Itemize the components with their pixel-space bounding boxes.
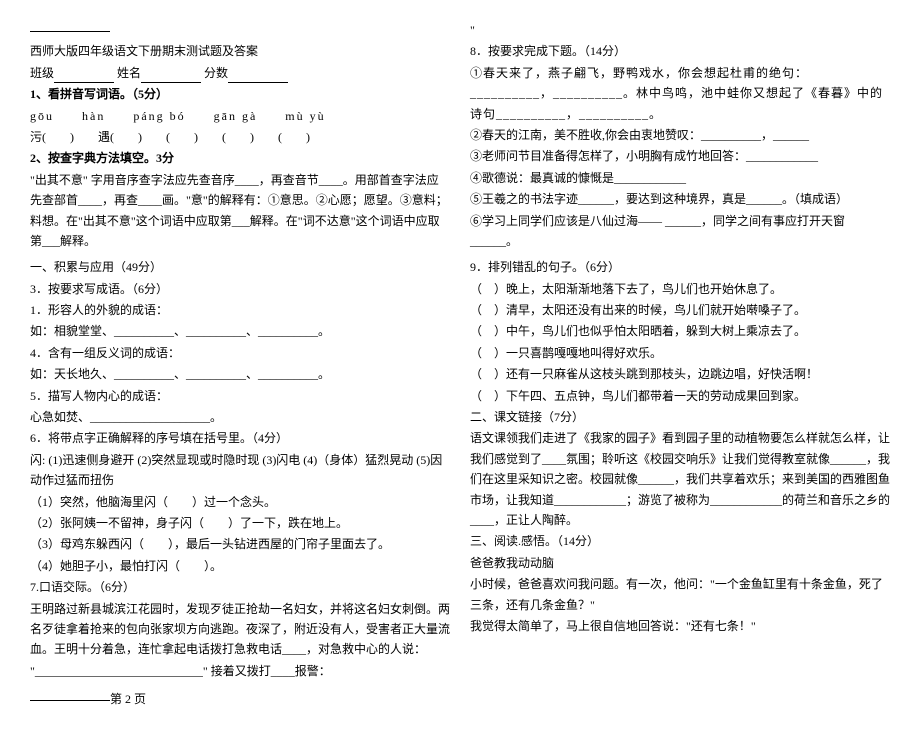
q1-title: 1、看拼音写词语。（5分）	[30, 84, 450, 104]
story-1: 小时候，爸爸喜欢问我问题。有一次，他问："一个金鱼缸里有十条金鱼，死了三条，还有…	[470, 574, 890, 615]
q3-5: 5．描写人物内心的成语：	[30, 386, 450, 406]
q8-6: ⑥学习上同学们应该是八仙过海—— ______，同学之间有事应打开天窗_____…	[470, 211, 890, 252]
q6-def: 闪: (1)迅速侧身避开 (2)突然显现或时隐时现 (3)闪电 (4)（身体）猛…	[30, 450, 450, 491]
q8-2: ②春天的江南，美不胜收,你会由衷地赞叹：__________，______	[470, 125, 890, 145]
story-2: 我觉得太简单了，马上很自信地回答说："还有七条！"	[470, 616, 890, 636]
q3-4-ex: 如：天长地久、__________、__________、__________。	[30, 364, 450, 384]
story-title: 爸爸教我动动脑	[470, 553, 890, 573]
hanzi: 污( ) 遇( ) ( ) ( ) ( )	[30, 127, 450, 147]
q7-blank: "____________________________" 接着又拨打____…	[30, 661, 450, 681]
q3-1-ex: 如：相貌堂堂、__________、__________、__________。	[30, 321, 450, 341]
q6-4: （4）她胆子小，最怕打闪（ ）。	[30, 556, 450, 576]
quote-open: "	[470, 20, 890, 40]
q8-1: ①春天来了，燕子翩飞，野鸭戏水，你会想起杜甫的绝句：__________，___…	[470, 63, 890, 124]
q9-4: （ ）一只喜鹊嘎嘎地叫得好欢乐。	[470, 343, 890, 363]
q9-6: （ ）下午四、五点钟，鸟儿们都带着一天的劳动成果回到家。	[470, 386, 890, 406]
q3-4: 4．含有一组反义词的成语：	[30, 343, 450, 363]
q2-body: "出其不意" 字用音序查字法应先查音序____，再查音节____。用部首查字法应…	[30, 170, 450, 252]
q9-1: （ ）晚上，太阳渐渐地落下去了，鸟儿们也开始休息了。	[470, 279, 890, 299]
q3-1: 1．形容人的外貌的成语：	[30, 300, 450, 320]
sec1-title: 一、积累与应用（49分）	[30, 257, 450, 277]
q9-5: （ ）还有一只麻雀从这枝头跳到那枝头，边跳边唱，好快活啊！	[470, 364, 890, 384]
q8-4: ④歌德说：最真诚的慷慨是____________	[470, 168, 890, 188]
q6-3: （3）母鸡东躲西闪（ ），最后一头钻进西屋的门帘子里面去了。	[30, 534, 450, 554]
q9-3: （ ）中午，鸟儿们也似乎怕太阳晒着，躲到大树上乘凉去了。	[470, 321, 890, 341]
q2-title: 2、按查字典方法填空。3分	[30, 148, 450, 168]
q7: 7.口语交际。（6分）	[30, 577, 450, 597]
q9-2: （ ）清早，太阳还没有出来的时候，鸟儿们就开始啭嗓子了。	[470, 300, 890, 320]
pinyin: gōu hàn páng bó gān gà mù yù	[30, 106, 450, 126]
q3-5-ex: 心急如焚、____________________。	[30, 407, 450, 427]
class-line: 班级 姓名 分数	[30, 63, 450, 83]
page-footer: 第 2 页	[30, 689, 450, 709]
right-column: " 8．按要求完成下题。（14分） ①春天来了，燕子翩飞，野鸭戏水，你会想起杜甫…	[470, 20, 890, 710]
q6-2: （2）张阿姨一不留神，身子闪（ ）了一下，跌在地上。	[30, 513, 450, 533]
q8-5: ⑤王羲之的书法字迹______，要达到这种境界，真是______。（填成语）	[470, 189, 890, 209]
exam-title: 西师大版四年级语文下册期末测试题及答案	[30, 41, 450, 61]
q8-3: ③老师问节目准备得怎样了，小明胸有成竹地回答：____________	[470, 146, 890, 166]
q6: 6．将带点字正确解释的序号填在括号里。（4分）	[30, 428, 450, 448]
q9: 9．排列错乱的句子。（6分）	[470, 257, 890, 277]
sec3: 三、阅读.感悟。（14分）	[470, 531, 890, 551]
left-column: 西师大版四年级语文下册期末测试题及答案 班级 姓名 分数 1、看拼音写词语。（5…	[30, 20, 450, 710]
sec2-body: 语文课领我们走进了《我家的园子》看到园子里的动植物要怎么样就怎么样，让我们感觉到…	[470, 428, 890, 530]
q3: 3．按要求写成语。（6分）	[30, 279, 450, 299]
q6-1: （1）突然，他脑海里闪（ ）过一个念头。	[30, 492, 450, 512]
q8: 8．按要求完成下题。（14分）	[470, 41, 890, 61]
sec2: 二、课文链接（7分）	[470, 407, 890, 427]
